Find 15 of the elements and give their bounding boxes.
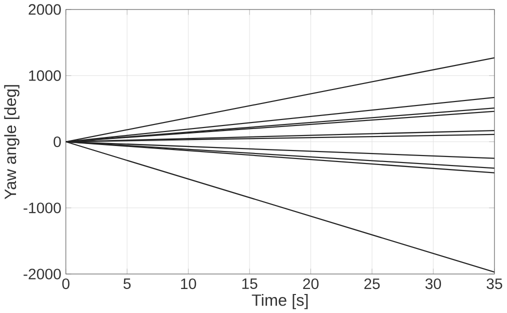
y-tick-label: 1000 (29, 70, 61, 81)
x-tick-label: 20 (303, 278, 319, 289)
y-tick-label: 2000 (28, 4, 61, 15)
x-tick-label: 10 (181, 278, 196, 289)
x-tick-label: 15 (242, 278, 258, 289)
y-tick-label: -1000 (24, 202, 61, 214)
x-tick-label: 5 (124, 278, 131, 289)
y-tick-label: -2000 (24, 268, 61, 280)
y-axis-title: Yaw angle [deg] (4, 84, 20, 200)
x-tick-label: 25 (364, 278, 380, 289)
x-tick-label: 35 (486, 278, 502, 289)
x-axis-title: Time [s] (252, 294, 308, 309)
x-tick-label: 0 (62, 278, 70, 289)
x-tick-label: 30 (425, 278, 442, 289)
y-tick-label: 0 (54, 136, 61, 147)
